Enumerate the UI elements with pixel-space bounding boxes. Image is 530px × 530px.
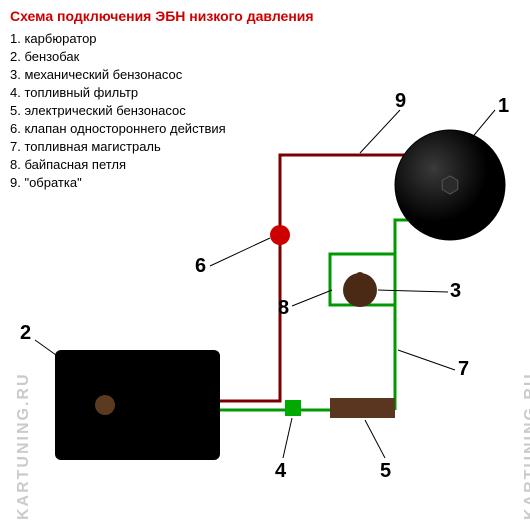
legend-list: 1. карбюратор 2. бензобак 3. механически…: [10, 30, 226, 192]
fuel-main-line: [115, 220, 415, 410]
bypass-loop: [330, 220, 395, 410]
legend-item: 5. электрический бензонасос: [10, 102, 226, 120]
watermark: KARTUNING.RU: [15, 372, 33, 520]
legend-item: 9. "обратка": [10, 174, 226, 192]
legend-item: 7. топливная магистраль: [10, 138, 226, 156]
legend-item: 2. бензобак: [10, 48, 226, 66]
legend-item: 1. карбюратор: [10, 30, 226, 48]
diagram-title: Схема подключения ЭБН низкого давления: [10, 8, 314, 24]
callout-1: 1: [498, 95, 509, 118]
callout-8: 8: [278, 297, 289, 320]
callout-3: 3: [450, 280, 461, 303]
callout-5: 5: [380, 460, 391, 483]
callout-4: 4: [275, 460, 286, 483]
callout-2: 2: [20, 322, 31, 345]
callout-6: 6: [195, 255, 206, 278]
legend-item: 4. топливный фильтр: [10, 84, 226, 102]
callout-7: 7: [458, 358, 469, 381]
legend-item: 3. механический бензонасос: [10, 66, 226, 84]
watermark: KARTUNING.RU: [522, 372, 530, 520]
callout-9: 9: [395, 90, 406, 113]
legend-item: 8. байпасная петля: [10, 156, 226, 174]
legend-item: 6. клапан одностороннего действия: [10, 120, 226, 138]
